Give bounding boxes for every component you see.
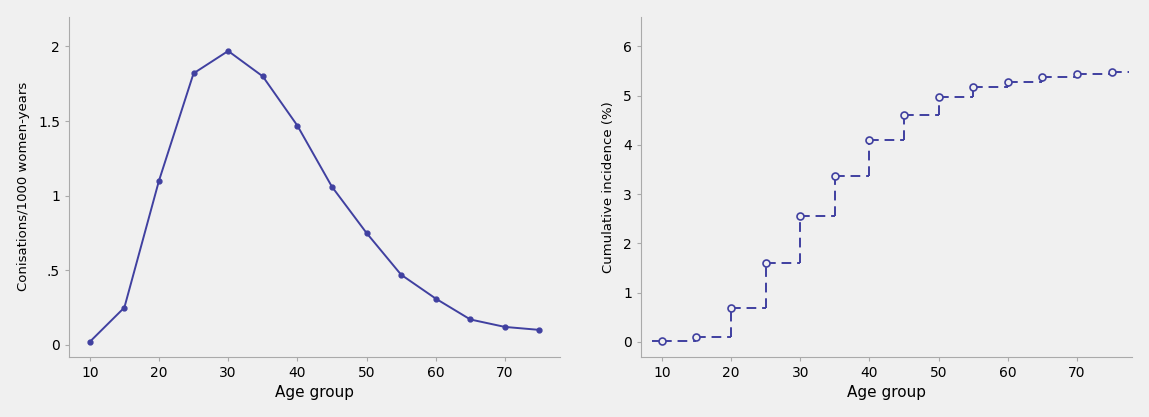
X-axis label: Age group: Age group (275, 385, 354, 400)
Y-axis label: Cumulative incidence (%): Cumulative incidence (%) (602, 101, 615, 273)
Y-axis label: Conisations/1000 women-years: Conisations/1000 women-years (17, 82, 30, 291)
X-axis label: Age group: Age group (847, 385, 926, 400)
